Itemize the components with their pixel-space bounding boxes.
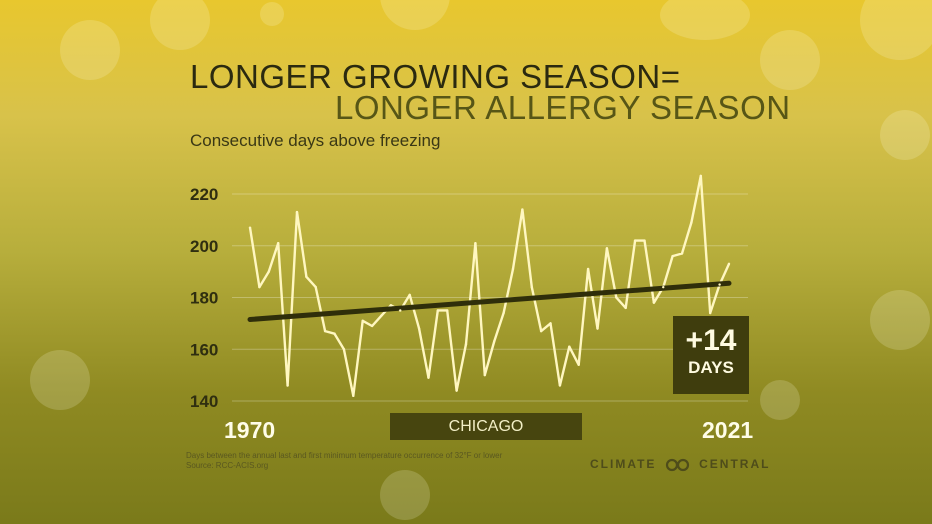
data-point-2010 [624, 306, 627, 310]
data-point-1985 [389, 304, 393, 307]
footnote: Days between the annual last and first m… [186, 451, 502, 471]
chart-title-line1: LONGER GROWING SEASON= [190, 58, 681, 95]
data-point-1984 [380, 314, 383, 317]
data-point-2001 [539, 329, 543, 333]
data-points [248, 174, 731, 398]
change-badge: +14 DAYS [673, 316, 749, 394]
bokeh-light [660, 0, 750, 40]
bokeh-light [30, 350, 90, 410]
data-point-2007 [596, 327, 599, 330]
data-point-2019 [709, 311, 712, 315]
data-point-2000 [530, 285, 533, 289]
brand-text-left: CLIMATE [590, 457, 657, 471]
data-point-1988 [417, 327, 421, 330]
data-point-1982 [361, 319, 364, 322]
data-point-2021 [727, 262, 731, 266]
y-tick-label: 140 [190, 392, 218, 411]
bokeh-light [60, 20, 120, 80]
data-point-1990 [436, 309, 440, 312]
data-point-2020 [718, 283, 721, 286]
data-point-1986 [399, 309, 402, 312]
y-tick-label: 180 [190, 289, 218, 308]
data-point-1999 [521, 208, 524, 211]
data-point-1975 [295, 210, 299, 214]
change-value: +14 [685, 324, 737, 357]
climate-central-logo-icon [665, 458, 689, 471]
chart-title-line2: LONGER ALLERGY SEASON [335, 89, 791, 126]
x-axis-start-label: 1970 [224, 417, 276, 443]
location-label: CHICAGO [390, 413, 582, 440]
data-point-2005 [577, 363, 580, 366]
data-point-1983 [370, 324, 374, 328]
data-point-1989 [427, 376, 430, 379]
data-point-2016 [680, 252, 684, 255]
data-point-2006 [586, 267, 590, 271]
data-point-1977 [314, 285, 317, 289]
data-point-2012 [643, 239, 646, 242]
data-point-1972 [267, 270, 270, 273]
bokeh-light [380, 470, 430, 520]
x-axis-end-label: 2021 [702, 417, 754, 443]
bokeh-light [760, 30, 820, 90]
data-point-1976 [305, 275, 308, 278]
data-point-2008 [605, 247, 609, 250]
data-point-1987 [408, 293, 411, 297]
data-point-2017 [690, 221, 693, 224]
bokeh-light [880, 110, 930, 160]
gridlines [232, 193, 748, 402]
data-point-1980 [342, 348, 346, 351]
bokeh-light [870, 290, 930, 350]
bokeh-light [760, 380, 800, 420]
bokeh-light [150, 0, 210, 50]
change-unit: DAYS [688, 358, 734, 377]
data-point-1991 [446, 309, 449, 312]
data-point-1994 [474, 241, 477, 245]
data-point-1995 [483, 373, 487, 377]
brand-text-right: CENTRAL [699, 457, 771, 471]
data-point-1973 [276, 241, 280, 245]
data-point-2002 [549, 322, 552, 325]
series-line-days-above-freezing [248, 174, 731, 397]
bokeh-light [260, 2, 284, 26]
data-point-2013 [652, 301, 656, 304]
data-point-1981 [352, 394, 355, 398]
footnote-source: Source: RCC-ACIS.org [186, 461, 269, 470]
brand-logo: CLIMATE CENTRAL [590, 457, 770, 472]
data-point-1996 [492, 340, 496, 343]
data-point-2003 [558, 384, 562, 387]
data-point-2014 [662, 285, 665, 289]
data-point-1997 [502, 311, 505, 315]
chart-subtitle: Consecutive days above freezing [190, 131, 441, 150]
data-point-1978 [323, 329, 327, 333]
footnote-definition: Days between the annual last and first m… [186, 451, 503, 460]
data-point-1974 [286, 384, 289, 387]
data-point-1998 [511, 267, 515, 271]
data-point-1993 [464, 342, 468, 346]
data-point-1992 [455, 389, 458, 392]
y-tick-label: 200 [190, 237, 218, 256]
y-tick-label: 160 [190, 340, 218, 359]
trend-line [247, 280, 732, 322]
data-point-2011 [633, 239, 637, 242]
data-point-2018 [699, 174, 703, 178]
data-point-1970 [248, 226, 252, 229]
y-tick-label: 220 [190, 185, 218, 204]
data-point-2004 [568, 345, 571, 348]
y-axis: 140 160 180 200 220 [190, 185, 218, 411]
data-point-1971 [258, 285, 261, 289]
data-point-2015 [671, 254, 674, 258]
data-point-1979 [333, 332, 336, 335]
data-point-2009 [615, 296, 618, 299]
